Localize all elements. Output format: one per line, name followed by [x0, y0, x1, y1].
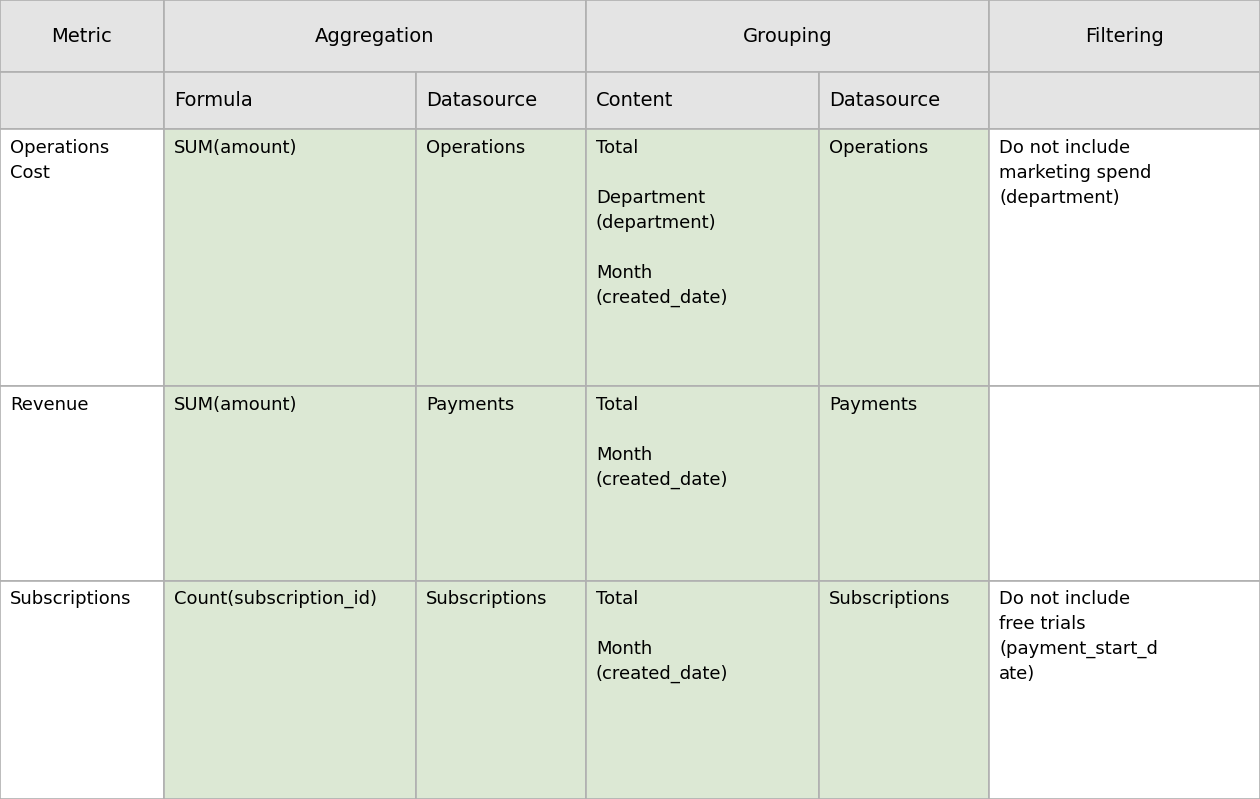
Text: SUM(amount): SUM(amount) [174, 139, 297, 157]
Bar [819, 72, 989, 129]
Text: Total

Department
(department)

Month
(created_date): Total Department (department) Month (cre… [596, 139, 728, 307]
Text: Aggregation: Aggregation [315, 26, 435, 46]
Bar [0, 387, 164, 581]
Text: Operations: Operations [829, 139, 929, 157]
Bar [416, 581, 586, 799]
Text: Count(subscription_id): Count(subscription_id) [174, 590, 377, 608]
Bar [0, 581, 164, 799]
Text: Datasource: Datasource [829, 91, 940, 110]
Bar [819, 129, 989, 387]
Bar [164, 129, 416, 387]
Bar [819, 387, 989, 581]
Text: Filtering: Filtering [1085, 26, 1164, 46]
Bar [164, 581, 416, 799]
Bar [164, 387, 416, 581]
Text: Subscriptions: Subscriptions [10, 590, 131, 608]
Bar [989, 72, 1260, 129]
Bar [586, 72, 819, 129]
Bar [586, 0, 989, 72]
Text: Subscriptions: Subscriptions [829, 590, 950, 608]
Bar [989, 387, 1260, 581]
Text: Datasource: Datasource [426, 91, 537, 110]
Text: Payments: Payments [829, 396, 917, 414]
Text: Operations
Cost: Operations Cost [10, 139, 110, 181]
Bar [416, 129, 586, 387]
Text: Operations: Operations [426, 139, 525, 157]
Text: Formula: Formula [174, 91, 252, 110]
Text: Content: Content [596, 91, 673, 110]
Text: Grouping: Grouping [742, 26, 833, 46]
Text: Metric: Metric [52, 26, 112, 46]
Text: SUM(amount): SUM(amount) [174, 396, 297, 414]
Text: Payments: Payments [426, 396, 514, 414]
Bar [989, 581, 1260, 799]
Bar [819, 581, 989, 799]
Bar [586, 129, 819, 387]
Bar [0, 72, 164, 129]
Text: Total

Month
(created_date): Total Month (created_date) [596, 396, 728, 489]
Bar [989, 129, 1260, 387]
Bar [164, 72, 416, 129]
Text: Subscriptions: Subscriptions [426, 590, 547, 608]
Bar [586, 387, 819, 581]
Bar [416, 72, 586, 129]
Bar [0, 129, 164, 387]
Text: Total

Month
(created_date): Total Month (created_date) [596, 590, 728, 683]
Bar [164, 0, 586, 72]
Bar [0, 0, 164, 72]
Bar [416, 387, 586, 581]
Text: Revenue: Revenue [10, 396, 88, 414]
Bar [586, 581, 819, 799]
Text: Do not include
free trials
(payment_start_d
ate): Do not include free trials (payment_star… [999, 590, 1158, 683]
Bar [989, 0, 1260, 72]
Text: Do not include
marketing spend
(department): Do not include marketing spend (departme… [999, 139, 1152, 207]
